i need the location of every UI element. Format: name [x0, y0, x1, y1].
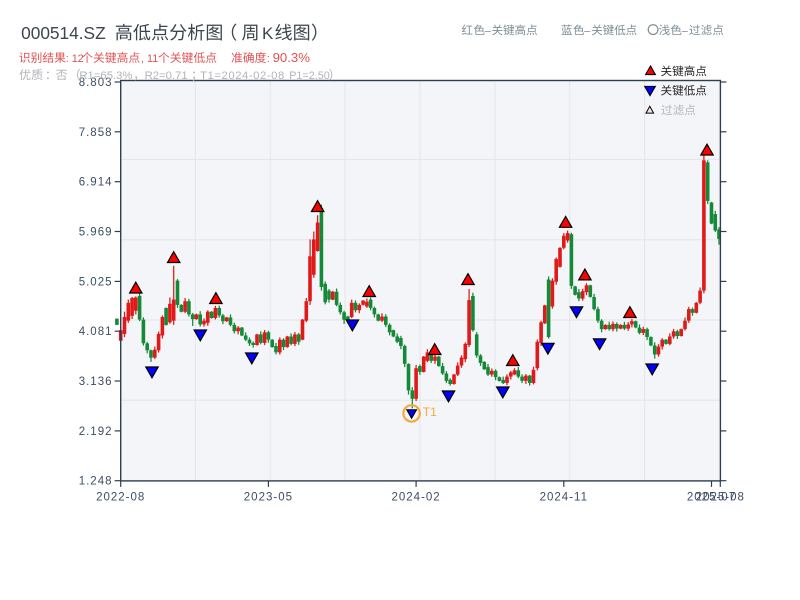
svg-text:2025-07: 2025-07 [687, 492, 736, 504]
svg-text:3.136: 3.136 [79, 376, 113, 388]
svg-text:5.969: 5.969 [79, 227, 113, 239]
svg-text:, 11: , 11 [141, 53, 158, 65]
svg-text:T1: T1 [423, 405, 437, 419]
svg-text:R2=0.71: R2=0.71 [145, 70, 188, 82]
svg-text:2.192: 2.192 [79, 426, 113, 438]
svg-text:–: – [682, 25, 689, 37]
svg-text:2022-08: 2022-08 [96, 492, 145, 504]
svg-text:R1=65.3%: R1=65.3% [79, 70, 132, 82]
svg-text:2025-08: 2025-08 [696, 492, 745, 504]
svg-text:6.914: 6.914 [79, 177, 113, 189]
svg-text:5.025: 5.025 [79, 276, 113, 288]
svg-text:–: – [485, 25, 492, 37]
svg-text:1.248: 1.248 [79, 476, 113, 488]
svg-text:90.3%: 90.3% [273, 50, 311, 65]
svg-text:K: K [262, 24, 274, 43]
svg-text:2024-02: 2024-02 [391, 492, 440, 504]
svg-text::: : [267, 53, 270, 65]
svg-text:000514.SZ: 000514.SZ [21, 23, 106, 43]
svg-text:8.803: 8.803 [79, 77, 113, 89]
svg-text:7.858: 7.858 [79, 127, 113, 139]
svg-text:–: – [584, 25, 591, 37]
svg-text:2023-05: 2023-05 [244, 492, 293, 504]
svg-text:T1=2024-02-08: T1=2024-02-08 [200, 70, 285, 82]
svg-text:4.081: 4.081 [79, 326, 113, 338]
svg-text:: 12: : 12 [66, 53, 84, 65]
svg-text:2024-11: 2024-11 [540, 492, 588, 504]
svg-text:P1=2.50: P1=2.50 [289, 70, 330, 82]
